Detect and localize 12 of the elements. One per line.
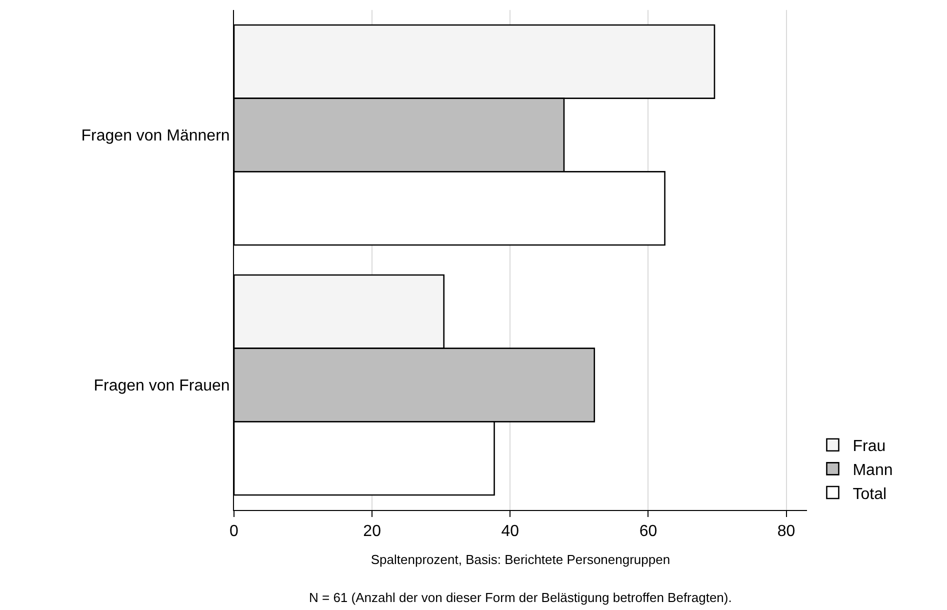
y-tick-label: Fragen von Frauen bbox=[94, 378, 230, 395]
legend-label: Total bbox=[852, 486, 887, 503]
x-tick-label: 20 bbox=[363, 523, 382, 540]
legend-label: Mann bbox=[852, 462, 893, 479]
y-tick-label: Fragen von Männern bbox=[81, 128, 230, 145]
legend-label: Frau bbox=[852, 438, 886, 456]
x-tick-label: 40 bbox=[501, 523, 520, 540]
x-axis-title: Spaltenprozent, Basis: Berichtete Personengruppen bbox=[370, 552, 670, 567]
text: N = 61 (Anzahl der von dieser Form der Belästigung betroffen Befragten). bbox=[309, 590, 732, 605]
x-tick-label: 80 bbox=[777, 523, 796, 540]
x-tick-label: 0 bbox=[230, 523, 239, 540]
x-tick-label: 60 bbox=[639, 523, 658, 540]
